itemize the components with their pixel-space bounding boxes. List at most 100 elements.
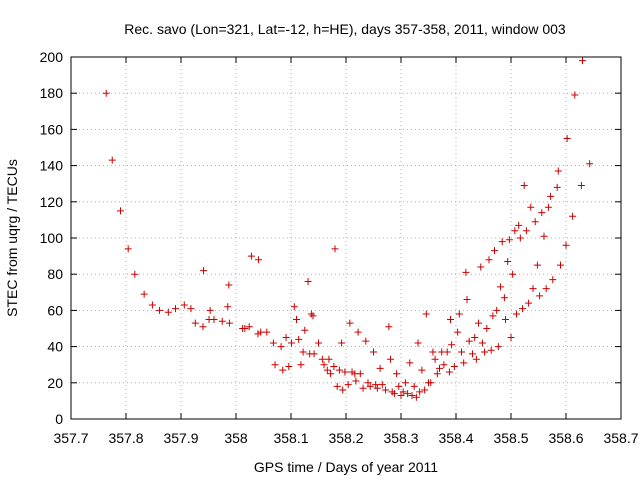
data-point xyxy=(509,270,517,278)
x-tick-label: 358.5 xyxy=(493,430,528,446)
data-point xyxy=(399,388,407,396)
chart-title: Rec. savo (Lon=321, Lat=-12, h=HE), days… xyxy=(124,21,566,37)
data-point xyxy=(448,341,456,349)
data-point xyxy=(404,390,412,398)
x-axis-ticks: 357.7 357.8 357.9 358 358.1 358.2 358.3 358.4 35… xyxy=(53,57,639,446)
data-point xyxy=(440,361,448,369)
data-point xyxy=(318,355,326,363)
data-point xyxy=(447,315,454,323)
data-point xyxy=(206,306,214,314)
data-point xyxy=(378,381,386,389)
data-point xyxy=(554,167,562,175)
data-point xyxy=(315,339,322,347)
data-point xyxy=(549,276,557,284)
data-point xyxy=(458,348,465,356)
data-point xyxy=(418,366,426,374)
data-point xyxy=(376,364,384,372)
data-point xyxy=(301,326,309,334)
data-point xyxy=(339,386,347,394)
data-point xyxy=(131,270,139,278)
data-point xyxy=(410,382,418,390)
data-point xyxy=(536,292,544,300)
data-point xyxy=(102,89,110,97)
data-point xyxy=(571,91,579,99)
data-point xyxy=(433,370,441,378)
data-point xyxy=(279,366,287,374)
data-point xyxy=(450,363,458,371)
data-point xyxy=(382,386,390,394)
data-point xyxy=(529,285,537,293)
x-tick-label: 358.7 xyxy=(603,430,638,446)
data-point xyxy=(390,390,398,398)
data-point xyxy=(431,355,439,363)
data-point xyxy=(288,339,296,347)
data-point xyxy=(327,370,335,378)
data-point xyxy=(586,160,594,168)
data-point xyxy=(257,328,265,336)
data-point xyxy=(269,339,277,347)
data-point xyxy=(553,183,561,191)
y-tick-label: 140 xyxy=(40,158,64,174)
data-point xyxy=(497,283,505,291)
data-point xyxy=(445,368,453,376)
data-point xyxy=(338,339,346,347)
y-axis-ticks: 0 20 40 60 80 100 120 140 160 180 200 xyxy=(40,49,621,427)
data-point xyxy=(579,57,586,65)
data-point xyxy=(557,261,564,269)
data-point xyxy=(422,310,430,318)
data-point xyxy=(354,328,362,336)
data-point xyxy=(366,382,374,390)
y-tick-label: 160 xyxy=(40,121,64,137)
data-point xyxy=(299,348,307,356)
x-tick-label: 357.9 xyxy=(163,430,198,446)
data-point xyxy=(245,323,253,331)
data-point xyxy=(569,212,577,220)
data-point xyxy=(519,305,527,313)
data-point xyxy=(489,312,497,320)
data-point xyxy=(522,227,530,235)
data-point xyxy=(507,334,515,342)
data-point xyxy=(199,323,207,331)
data-point xyxy=(562,241,570,249)
data-point xyxy=(427,379,435,387)
data-point xyxy=(247,252,255,260)
data-point xyxy=(323,366,331,374)
data-point xyxy=(225,319,233,327)
data-point xyxy=(516,234,524,242)
data-point xyxy=(462,268,470,276)
data-point xyxy=(333,382,341,390)
data-point xyxy=(285,363,293,371)
data-point xyxy=(515,221,523,229)
data-point xyxy=(498,238,506,246)
data-point xyxy=(408,391,416,399)
y-tick-label: 200 xyxy=(40,49,64,65)
data-point xyxy=(527,203,535,211)
data-point xyxy=(362,337,370,345)
data-point xyxy=(352,377,360,385)
data-point xyxy=(373,384,381,392)
x-tick-label: 358 xyxy=(224,430,248,446)
data-point xyxy=(563,134,571,142)
data-point xyxy=(108,156,116,164)
y-tick-label: 40 xyxy=(47,339,63,355)
y-tick-label: 60 xyxy=(47,302,63,318)
x-tick-label: 358.4 xyxy=(438,430,473,446)
data-point xyxy=(191,319,199,327)
x-tick-label: 357.7 xyxy=(53,430,88,446)
data-point xyxy=(485,256,493,264)
data-point xyxy=(297,361,305,369)
data-point xyxy=(538,209,546,217)
data-point xyxy=(520,182,528,190)
data-point xyxy=(385,323,393,331)
y-tick-label: 80 xyxy=(47,266,63,282)
data-point xyxy=(478,339,486,347)
data-point xyxy=(505,236,513,244)
x-axis-label: GPS time / Days of year 2011 xyxy=(254,459,438,475)
data-point xyxy=(525,299,533,307)
y-axis-label: STEC from uqrg / TECUs xyxy=(4,159,20,317)
data-point xyxy=(335,366,343,374)
data-point xyxy=(225,281,233,289)
y-tick-label: 180 xyxy=(40,85,64,101)
data-point xyxy=(493,306,501,314)
